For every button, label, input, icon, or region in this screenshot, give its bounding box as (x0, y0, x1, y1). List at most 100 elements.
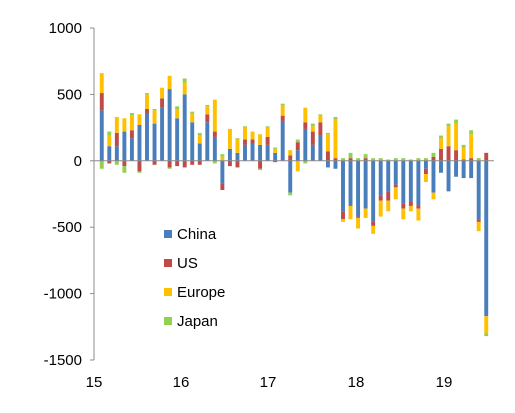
bar-segment-china (408, 160, 413, 202)
bar-segment-china (454, 160, 459, 177)
bar-segment-us (235, 160, 240, 168)
bar-segment-us (454, 150, 459, 161)
legend-swatch-china (164, 230, 172, 238)
bar-segment-europe (356, 217, 361, 229)
bar-segment-china (205, 122, 210, 161)
bar-segment-china (325, 160, 330, 168)
bar-segment-china (303, 128, 308, 161)
bar-segment-japan (129, 112, 134, 116)
bar-segment-japan (175, 106, 180, 110)
bar-segment-japan (288, 192, 293, 196)
bar-segment-japan (431, 152, 436, 157)
bar-segment-china (476, 160, 481, 220)
bar-segment-us (378, 195, 383, 201)
bar-segment-us (175, 160, 180, 167)
bar-segment-europe (378, 200, 383, 217)
bar-segment-china (423, 160, 428, 169)
bar-segment-us (348, 158, 353, 161)
bar-segment-china (393, 160, 398, 185)
bar-segment-japan (378, 158, 383, 161)
bar-segment-europe (190, 112, 195, 123)
bar-segment-japan (152, 109, 157, 111)
y-tick-label: -1000 (44, 286, 82, 303)
bar-segment-us (99, 93, 104, 111)
bar-segment-china (439, 160, 443, 173)
bar-segment-us (431, 156, 436, 161)
bar-segment-europe (386, 200, 391, 212)
bar-segment-us (258, 160, 263, 169)
bar-segment-europe (137, 114, 142, 125)
bar-segment-japan (461, 144, 466, 148)
bar-segment-us (393, 184, 398, 188)
y-tick-label: 0 (74, 153, 82, 170)
bar-segment-china (122, 131, 127, 161)
bar-segment-japan (371, 158, 376, 161)
bar-segment-europe (431, 192, 436, 200)
bar-segment-europe (454, 123, 459, 151)
bar-segment-china (416, 160, 421, 206)
bar-segment-europe (288, 150, 293, 156)
bar-segment-china (273, 152, 278, 161)
bar-segment-us (182, 160, 187, 168)
bar-segment-us (416, 205, 421, 209)
bar-segment-us (129, 130, 134, 139)
bar-segment-us (288, 155, 293, 161)
bar-segment-china (107, 146, 112, 161)
legend-swatch-japan (164, 317, 172, 325)
bar-segment-japan (469, 130, 474, 135)
bar-segment-us (250, 139, 255, 144)
legend-label-us: US (177, 255, 198, 272)
bar-segment-europe (310, 126, 315, 132)
bar-segment-china (333, 160, 338, 169)
bar-segment-us (243, 139, 247, 145)
bar-segment-china (152, 123, 157, 161)
bar-segment-china (182, 94, 187, 161)
bar-segment-japan (416, 158, 421, 161)
bar-segment-us (137, 160, 142, 172)
y-tick-label: -500 (52, 219, 82, 236)
bar-segment-us (401, 203, 406, 209)
bar-segment-china (190, 122, 195, 161)
bar-segment-japan (167, 167, 172, 169)
bar-segment-china (265, 144, 270, 161)
bar-segment-japan (363, 154, 368, 159)
bar-segment-china (145, 112, 149, 161)
bar-segment-us (265, 136, 270, 145)
bar-segment-europe (295, 160, 300, 172)
bar-segment-japan (235, 138, 240, 140)
x-tick-label: 17 (260, 374, 277, 391)
bar-segment-japan (318, 114, 323, 116)
bar-segment-china (310, 144, 315, 161)
bar-segment-japan (122, 166, 127, 173)
bar-segment-europe (401, 208, 406, 220)
bar-segment-europe (250, 131, 255, 140)
bar-segment-europe (363, 208, 368, 218)
bar-segment-us (469, 158, 474, 161)
bar-segment-china (431, 160, 436, 193)
bar-segment-japan (243, 126, 247, 128)
bar-segment-us (439, 148, 443, 161)
bar-segment-japan (99, 160, 104, 169)
x-tick-label: 16 (173, 374, 190, 391)
bar-segment-europe (333, 119, 338, 159)
bar-segment-us (152, 160, 157, 165)
bar-segment-china (197, 143, 202, 161)
bar-segment-europe (273, 148, 278, 153)
bar-segment-us (484, 152, 489, 161)
bar-segment-japan (258, 168, 263, 171)
bar-segment-japan (137, 171, 142, 173)
bar-segment-us (476, 219, 481, 222)
bar-segment-japan (476, 158, 481, 161)
bar-segment-japan (401, 158, 406, 161)
bar-segment-europe (145, 94, 149, 110)
legend-label-japan: Japan (177, 313, 218, 330)
bar-segment-china (446, 160, 451, 192)
legend-label-china: China (177, 226, 217, 243)
bar-segment-us (303, 122, 308, 129)
bar-segment-europe (152, 110, 157, 124)
bar-segment-europe (114, 116, 119, 133)
bar-segment-us (197, 160, 202, 165)
bar-segment-europe (416, 208, 421, 221)
bar-segment-us (273, 160, 278, 163)
bar-segment-china (167, 89, 172, 161)
